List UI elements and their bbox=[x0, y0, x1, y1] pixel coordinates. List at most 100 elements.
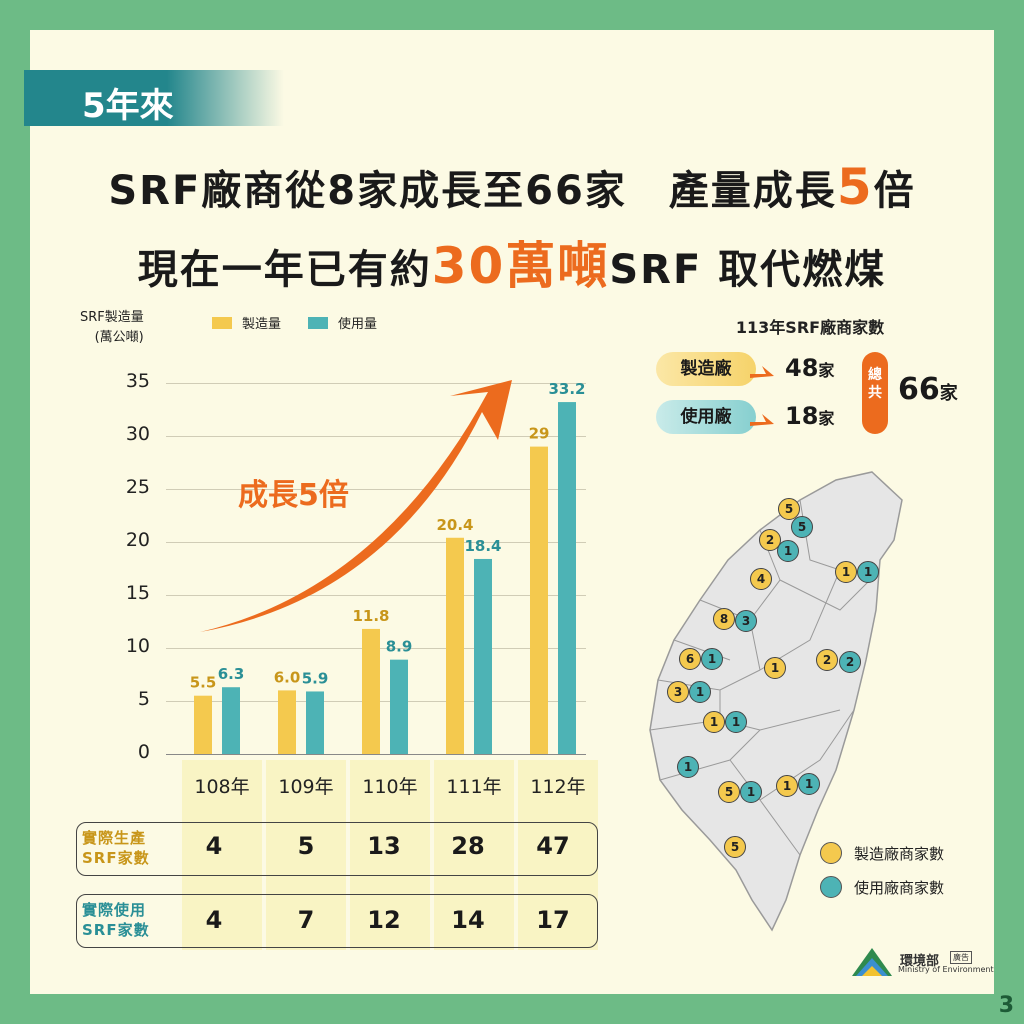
manufacture-marker: 5 bbox=[778, 498, 800, 520]
use-marker: 1 bbox=[689, 681, 711, 703]
gridline bbox=[166, 595, 586, 596]
headline-2-num: 30萬噸 bbox=[431, 237, 610, 295]
manufacture-marker: 4 bbox=[750, 568, 772, 590]
use-count-row bbox=[76, 894, 598, 948]
x-tick-label: 108年 bbox=[194, 776, 250, 798]
use-marker: 1 bbox=[777, 540, 799, 562]
y-tick-label: 5 bbox=[137, 688, 150, 710]
use-marker: 2 bbox=[839, 651, 861, 673]
yellow-circle-icon bbox=[820, 842, 842, 864]
y-tick-label: 15 bbox=[125, 582, 150, 604]
manufacture-marker: 2 bbox=[816, 649, 838, 671]
period-tag: 5年來 bbox=[24, 70, 284, 126]
y-tick-label: 20 bbox=[125, 529, 150, 551]
legend-use: 使用量 bbox=[308, 313, 377, 332]
gridline bbox=[166, 701, 586, 702]
y-tick-label: 10 bbox=[125, 635, 150, 657]
y-tick-label: 25 bbox=[125, 476, 150, 498]
y-axis-label-1: SRF製造量 bbox=[80, 310, 144, 325]
manufacture-marker: 2 bbox=[759, 529, 781, 551]
unit: 家 bbox=[939, 383, 958, 404]
y-tick-label: 30 bbox=[125, 423, 150, 445]
taiwan-map bbox=[649, 471, 903, 932]
legend-manufacture: 製造量 bbox=[212, 313, 281, 332]
manufacture-pill: 製造廠 bbox=[656, 352, 756, 386]
legend-use-label: 使用量 bbox=[338, 317, 378, 332]
x-tick-label: 112年 bbox=[530, 776, 586, 798]
y-axis-label: SRF製造量 (萬公噸) bbox=[80, 308, 144, 348]
use-row-label-1: 實際使用 bbox=[82, 901, 147, 919]
use-marker: 5 bbox=[791, 516, 813, 538]
total-badge: 總共 bbox=[862, 352, 888, 434]
map-legend-use-label: 使用廠商家數 bbox=[854, 878, 945, 897]
use-marker: 1 bbox=[701, 648, 723, 670]
total-badge-1: 總 bbox=[868, 367, 882, 383]
production-row-label-2: SRF家數 bbox=[82, 849, 150, 867]
use-count: 4 bbox=[205, 906, 223, 934]
production-count: 4 bbox=[205, 832, 223, 860]
gridline bbox=[166, 754, 586, 755]
use-marker: 3 bbox=[735, 610, 757, 632]
teal-circle-icon bbox=[820, 876, 842, 898]
use-marker: 1 bbox=[798, 773, 820, 795]
headline-2b: SRF 取代燃煤 bbox=[609, 247, 887, 293]
use-count: 12 bbox=[367, 906, 401, 934]
ministry-name: 環境部 bbox=[900, 954, 940, 969]
taiwan-outline bbox=[649, 471, 903, 932]
use-pill: 使用廠 bbox=[656, 400, 756, 434]
manufacture-marker: 1 bbox=[703, 711, 725, 733]
page-number: 3 bbox=[998, 993, 1014, 1018]
x-tick-label: 109年 bbox=[278, 776, 334, 798]
map-legend-manufacture: 製造廠商家數 bbox=[820, 842, 944, 864]
use-marker: 1 bbox=[725, 711, 747, 733]
y-tick-label: 0 bbox=[137, 741, 150, 763]
manufacture-marker: 5 bbox=[718, 781, 740, 803]
use-count-value: 18 bbox=[785, 402, 819, 430]
legend-manufacture-label: 製造量 bbox=[242, 317, 282, 332]
ad-badge: 廣告 bbox=[950, 951, 972, 964]
gridline bbox=[166, 542, 586, 543]
right-arrow-icon bbox=[750, 414, 774, 426]
total-count: 66家 bbox=[898, 372, 958, 407]
headline-line-1: SRF廠商從8家成長至66家 產量成長5倍 bbox=[0, 158, 1024, 216]
total-badge-2: 共 bbox=[868, 385, 882, 401]
legend-swatch-manufacture bbox=[212, 316, 232, 329]
production-count: 47 bbox=[536, 832, 570, 860]
x-tick-label: 111年 bbox=[446, 776, 502, 798]
use-marker: 1 bbox=[677, 756, 699, 778]
use-count: 7 bbox=[297, 906, 315, 934]
production-count: 13 bbox=[367, 832, 401, 860]
use-row-label-2: SRF家數 bbox=[82, 921, 150, 939]
column-highlight bbox=[266, 760, 346, 950]
use-marker: 1 bbox=[740, 781, 762, 803]
gridline bbox=[166, 383, 586, 384]
use-marker: 1 bbox=[857, 561, 879, 583]
headline-1b: 倍 bbox=[873, 168, 916, 214]
right-arrow-icon bbox=[750, 366, 774, 378]
manufacture-marker: 6 bbox=[679, 648, 701, 670]
production-count: 28 bbox=[451, 832, 485, 860]
map-title: 113年SRF廠商家數 bbox=[735, 318, 885, 337]
map-legend-use: 使用廠商家數 bbox=[820, 876, 944, 898]
y-axis-label-2: (萬公噸) bbox=[94, 330, 144, 345]
headline-line-2: 現在一年已有約30萬噸SRF 取代燃煤 bbox=[0, 226, 1024, 298]
manufacture-marker: 5 bbox=[724, 836, 746, 858]
gridline bbox=[166, 436, 586, 437]
manufacture-count: 48家 bbox=[785, 354, 834, 382]
use-count-total: 18家 bbox=[785, 402, 834, 430]
arrow-icons bbox=[750, 366, 774, 426]
gridline bbox=[166, 648, 586, 649]
total-count-value: 66 bbox=[898, 372, 940, 407]
manufacture-marker: 3 bbox=[667, 681, 689, 703]
headline-2a: 現在一年已有約 bbox=[137, 247, 432, 293]
manufacture-marker: 1 bbox=[835, 561, 857, 583]
period-tag-text: 5年來 bbox=[82, 86, 174, 126]
manufacture-marker: 1 bbox=[776, 775, 798, 797]
gridline bbox=[166, 489, 586, 490]
manufacture-marker: 8 bbox=[713, 608, 735, 630]
headline-1-num: 5 bbox=[836, 158, 874, 216]
use-row-label: 實際使用 SRF家數 bbox=[82, 900, 172, 940]
production-row-label: 實際生產 SRF家數 bbox=[82, 828, 172, 868]
column-highlight bbox=[350, 760, 430, 950]
production-count: 5 bbox=[297, 832, 315, 860]
